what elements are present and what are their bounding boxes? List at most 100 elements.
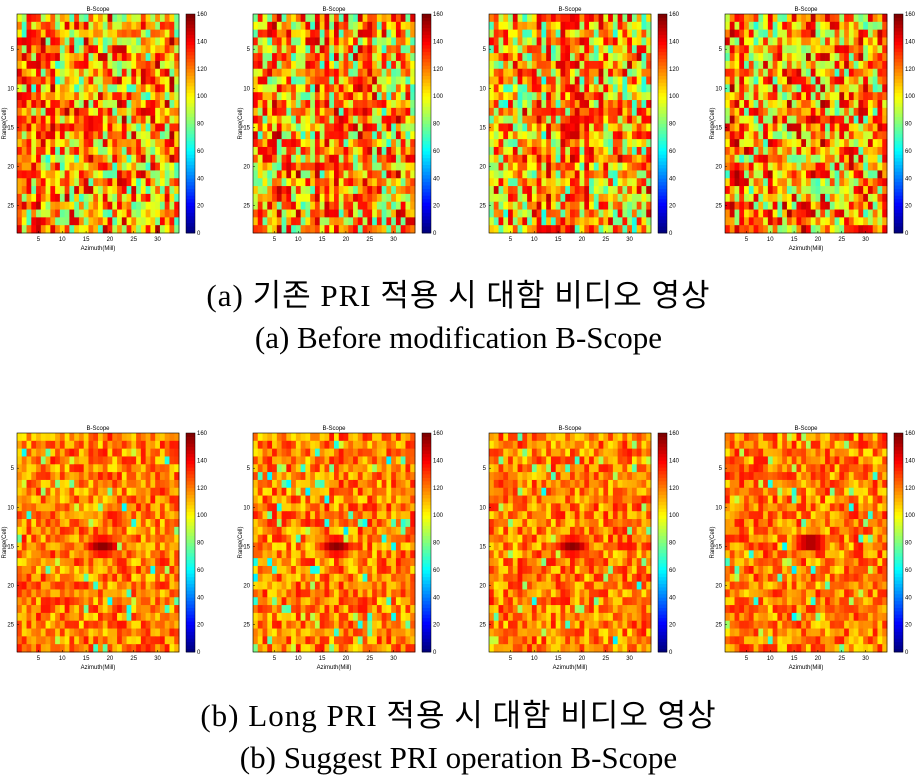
- heatmap-cell: [829, 100, 835, 109]
- heatmap-cell: [791, 186, 797, 195]
- heatmap-cell: [636, 178, 642, 187]
- heatmap-cell: [159, 139, 166, 148]
- heatmap-cell: [159, 209, 166, 218]
- heatmap-cell: [150, 154, 156, 164]
- colorbar-segment: [186, 212, 195, 217]
- heatmap-cell: [512, 123, 518, 132]
- heatmap-cell: [353, 53, 359, 62]
- heatmap-cell: [863, 37, 869, 46]
- heatmap-cell: [753, 201, 759, 210]
- heatmap-cell: [574, 53, 580, 62]
- heatmap-cell: [295, 53, 302, 62]
- heatmap-cell: [140, 487, 147, 496]
- heatmap-cell: [574, 217, 580, 226]
- colorbar-segment: [894, 41, 903, 46]
- heatmap-cell: [169, 186, 175, 195]
- heatmap-cell: [493, 186, 499, 195]
- heatmap-cell: [334, 123, 340, 132]
- heatmap-cell: [858, 225, 864, 234]
- heatmap-cell: [498, 209, 504, 218]
- heatmap-cell: [272, 209, 278, 218]
- heatmap-cell: [334, 131, 340, 140]
- heatmap-cell: [810, 186, 816, 195]
- heatmap-cell: [386, 107, 392, 117]
- heatmap-cell: [305, 14, 311, 23]
- heatmap-cell: [155, 68, 161, 77]
- heatmap-cell: [117, 542, 123, 551]
- heatmap-cell: [31, 84, 37, 93]
- colorbar-segment: [658, 226, 667, 230]
- heatmap-cell: [107, 472, 113, 481]
- heatmap-cell: [145, 511, 151, 520]
- heatmap-cell: [17, 479, 23, 489]
- heatmap-cell: [603, 193, 609, 203]
- heatmap-cell: [74, 68, 80, 77]
- heatmap-cell: [627, 225, 633, 234]
- heatmap-cell: [362, 45, 368, 54]
- heatmap-cell: [367, 154, 373, 164]
- heatmap-cell: [631, 131, 638, 140]
- heatmap-cell: [646, 68, 652, 77]
- heatmap-cell: [31, 581, 37, 590]
- heatmap-cell: [112, 456, 118, 465]
- heatmap-cell: [69, 503, 75, 512]
- heatmap-cell: [405, 193, 411, 203]
- heatmap-cell: [64, 186, 70, 195]
- heatmap-cell: [882, 92, 888, 101]
- heatmap-cell: [17, 209, 23, 218]
- heatmap-cell: [159, 519, 166, 528]
- heatmap-cell: [527, 60, 533, 70]
- heatmap-cell: [608, 100, 614, 109]
- heatmap-cell: [126, 573, 132, 583]
- heatmap-cell: [489, 162, 495, 171]
- heatmap-cell: [281, 123, 287, 132]
- heatmap-cell: [31, 68, 37, 77]
- heatmap-cell: [102, 14, 108, 23]
- heatmap-cell: [806, 68, 812, 77]
- heatmap-cell: [150, 565, 156, 575]
- heatmap-cell: [560, 217, 566, 226]
- heatmap-cell: [796, 84, 802, 93]
- heatmap-cell: [400, 209, 406, 218]
- heatmap-cell: [257, 29, 263, 38]
- heatmap-cell: [801, 209, 807, 218]
- colorbar-segment: [422, 89, 431, 94]
- heatmap-cell: [820, 162, 826, 171]
- heatmap-cell: [150, 146, 156, 156]
- heatmap-cell: [59, 14, 66, 23]
- heatmap-cell: [362, 146, 368, 156]
- heatmap-cell: [295, 170, 302, 179]
- heatmap-cell: [570, 154, 576, 164]
- heatmap-cell: [748, 162, 754, 171]
- heatmap-cell: [276, 45, 282, 54]
- heatmap-cell: [608, 107, 614, 117]
- heatmap-cell: [763, 100, 769, 109]
- heatmap-cell: [410, 162, 416, 171]
- heatmap-cell: [262, 92, 268, 101]
- heatmap-cell: [55, 542, 61, 551]
- heatmap-cell: [272, 84, 278, 93]
- heatmap-cell: [117, 573, 123, 583]
- heatmap-cell: [267, 29, 273, 38]
- x-tick-label: 15: [555, 237, 562, 243]
- heatmap-cell: [376, 92, 383, 101]
- colorbar-segment: [658, 191, 667, 196]
- heatmap-cell: [782, 178, 788, 187]
- colorbar-segment: [422, 96, 431, 100]
- heatmap-cell: [820, 107, 826, 117]
- heatmap-cell: [617, 193, 623, 203]
- colorbar-segment: [422, 65, 431, 70]
- heatmap-cell: [300, 193, 306, 203]
- heatmap-cell: [806, 115, 812, 124]
- heatmap-cell: [310, 53, 316, 62]
- heatmap-cell: [546, 53, 552, 62]
- heatmap-cell: [405, 139, 411, 148]
- heatmap-cell: [853, 53, 859, 62]
- heatmap-cell: [834, 217, 840, 226]
- heatmap-cell: [338, 45, 344, 54]
- colorbar-segment: [422, 137, 431, 142]
- heatmap-cell: [253, 193, 259, 203]
- heatmap-cell: [112, 519, 118, 528]
- heatmap-cell: [753, 139, 759, 148]
- heatmap-cell: [281, 14, 287, 23]
